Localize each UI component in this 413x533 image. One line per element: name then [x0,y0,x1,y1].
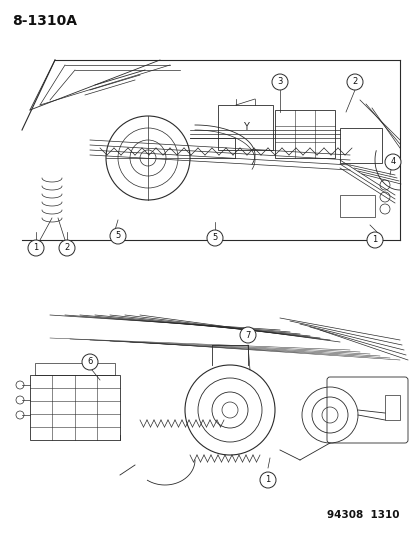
Text: 8-1310A: 8-1310A [12,14,77,28]
Circle shape [59,240,75,256]
Text: Y: Y [242,123,248,133]
Text: 7: 7 [245,330,250,340]
Bar [339,195,374,217]
Text: 2: 2 [64,244,69,253]
Circle shape [28,240,44,256]
Circle shape [240,327,255,343]
Bar [274,110,334,158]
Text: 4: 4 [389,157,395,166]
Text: 1: 1 [265,475,270,484]
Text: 1: 1 [371,236,377,245]
Bar [339,128,381,163]
Circle shape [366,232,382,248]
Circle shape [82,354,98,370]
Text: 6: 6 [87,358,93,367]
Text: 94308  1310: 94308 1310 [327,510,399,520]
Text: 2: 2 [351,77,357,86]
Bar [384,395,399,420]
Text: 1: 1 [33,244,38,253]
Text: 3: 3 [277,77,282,86]
Text: 5: 5 [115,231,120,240]
Circle shape [259,472,275,488]
Circle shape [271,74,287,90]
Circle shape [110,228,126,244]
Circle shape [384,154,400,170]
Bar [35,363,115,375]
Bar [30,375,120,440]
Bar [218,105,272,150]
Circle shape [206,230,223,246]
Circle shape [346,74,362,90]
Text: 5: 5 [212,233,217,243]
